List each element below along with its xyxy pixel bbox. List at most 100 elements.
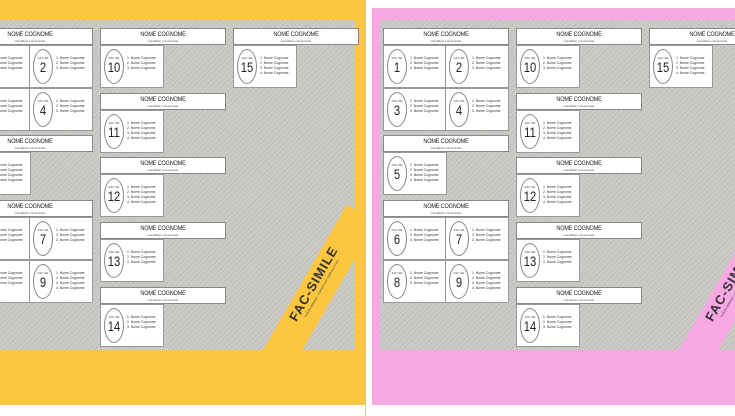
party-box[interactable]: FAC SE 2 1. Nome Cognome 2. Nome Cognome 3. … bbox=[29, 45, 93, 88]
candidate-index: 3. bbox=[410, 66, 414, 70]
party-box[interactable]: FAC SE 9 1. Nome Cognome 2. Nome Cognome 3. … bbox=[29, 260, 93, 303]
candidate-index: 1. bbox=[543, 315, 547, 319]
party-symbol: FAC SE 9 bbox=[33, 264, 53, 299]
candidate-list-name: Nome Cognome bbox=[475, 238, 501, 242]
candidate-list-name: Nome Cognome bbox=[263, 66, 289, 70]
candidate-subtitle: Candidato uninominale bbox=[147, 233, 179, 237]
party-box[interactable]: FAC SE 9 1. Nome Cognome 2. Nome Cognome 3. … bbox=[445, 260, 509, 303]
party-box[interactable]: FAC SE 13 1. Nome Cognome 2. Nome Cognome 3.… bbox=[516, 239, 580, 282]
party-box[interactable]: FAC SE 14 1. Nome Cognome 2. Nome Cognome 3.… bbox=[516, 304, 580, 347]
candidate-list-item: 3. Nome Cognome bbox=[56, 66, 84, 71]
candidate-index: 4. bbox=[260, 71, 264, 75]
candidate-list-item: 1. Nome Cognome bbox=[0, 99, 22, 104]
candidate-list-name: Nome Cognome bbox=[130, 126, 156, 130]
candidate-index: 3. bbox=[127, 195, 131, 199]
candidate-list-item: 1. Nome Cognome bbox=[127, 56, 155, 61]
candidate-index: 4. bbox=[543, 200, 547, 204]
party-box[interactable]: FAC SE 15 1. Nome Cognome 2. Nome Cognome 3.… bbox=[233, 45, 297, 88]
candidate-subtitle: Candidato uninominale bbox=[430, 39, 462, 43]
candidate-index: 1. bbox=[127, 185, 131, 189]
party-box[interactable]: FAC SE 12 1. Nome Cognome 2. Nome Cognome 3.… bbox=[516, 174, 580, 217]
party-symbol-label: FAC SE bbox=[37, 271, 49, 275]
candidate-list-item: 2. Nome Cognome bbox=[410, 104, 438, 109]
candidate-list-item: 3. Nome Cognome bbox=[56, 281, 84, 286]
candidate-subtitle: Candidato uninominale bbox=[563, 104, 595, 108]
candidate-index: 2. bbox=[127, 320, 131, 324]
party-number: 8 bbox=[393, 274, 401, 290]
party-box[interactable]: FAC SE 7 1. Nome Cognome 2. Nome Cognome 3. … bbox=[29, 217, 93, 260]
party-box[interactable]: FAC SE 4 1. Nome Cognome 2. Nome Cognome 3. … bbox=[29, 88, 93, 131]
party-box[interactable]: FAC SE 10 1. Nome Cognome 2. Nome Cognome 3.… bbox=[516, 45, 580, 88]
candidate-list-item: 2. Nome Cognome bbox=[127, 320, 155, 325]
candidate-subtitle: Candidato uninominale bbox=[280, 39, 312, 43]
party-box[interactable]: FAC SE 2 1. Nome Cognome 2. Nome Cognome 3. … bbox=[445, 45, 509, 88]
party-box[interactable]: FAC SE 7 1. Nome Cognome 2. Nome Cognome 3. … bbox=[445, 217, 509, 260]
candidate-list-item: 3. Nome Cognome bbox=[676, 66, 704, 71]
candidate-list-name: Nome Cognome bbox=[546, 320, 572, 324]
candidate-list-item: 3. Nome Cognome bbox=[0, 66, 22, 71]
candidate-header: NOME COGNOME Candidato uninominale bbox=[0, 200, 93, 217]
party-box[interactable]: FAC SE 11 1. Nome Cognome 2. Nome Cognome 3.… bbox=[100, 110, 164, 153]
party-symbol: FAC SE 10 bbox=[104, 49, 124, 84]
party-box[interactable]: FAC SE 10 1. Nome Cognome 2. Nome Cognome 3.… bbox=[100, 45, 164, 88]
party-box[interactable]: FAC SE 13 1. Nome Cognome 2. Nome Cognome 3.… bbox=[100, 239, 164, 282]
candidate-name: NOME COGNOME bbox=[556, 160, 602, 167]
candidate-list-name: Nome Cognome bbox=[475, 109, 501, 113]
party-symbol: FAC SE 12 bbox=[104, 178, 124, 213]
candidate-index: 1. bbox=[127, 56, 131, 60]
candidate-list-item: 1. Nome Cognome bbox=[0, 163, 22, 168]
candidate-index: 3. bbox=[127, 325, 131, 329]
candidate-index: 3. bbox=[56, 109, 60, 113]
party-symbol: FAC SE 14 bbox=[104, 308, 124, 343]
candidate-list-item: 4. Nome Cognome bbox=[127, 136, 155, 141]
facsimile-note: Scheda elettorale - esempio non valido p… bbox=[303, 259, 340, 318]
party-box[interactable]: FAC SE 4 1. Nome Cognome 2. Nome Cognome 3. … bbox=[445, 88, 509, 131]
candidate-header: NOME COGNOME Candidato uninominale bbox=[100, 287, 226, 304]
candidate-list-item: 1. Nome Cognome bbox=[0, 228, 22, 233]
candidate-list-item: 4. Nome Cognome bbox=[0, 178, 22, 183]
candidate-list-item: 3. Nome Cognome bbox=[472, 281, 500, 286]
candidate-list-item: 1. Nome Cognome bbox=[0, 271, 22, 276]
candidate-list-item: 3. Nome Cognome bbox=[543, 195, 571, 200]
candidate-list-name: Nome Cognome bbox=[413, 99, 439, 103]
candidate-list-name: Nome Cognome bbox=[475, 281, 501, 285]
party-box[interactable]: FAC SE 11 1. Nome Cognome 2. Nome Cognome 3.… bbox=[516, 110, 580, 153]
candidate-index: 3. bbox=[543, 66, 547, 70]
candidate-list-name: Nome Cognome bbox=[59, 228, 85, 232]
candidate-list-item: 1. Nome Cognome bbox=[472, 99, 500, 104]
candidate-list-name: Nome Cognome bbox=[413, 178, 439, 182]
candidate-name: NOME COGNOME bbox=[423, 203, 469, 210]
candidate-name: NOME COGNOME bbox=[7, 203, 53, 210]
candidate-name: NOME COGNOME bbox=[140, 96, 186, 103]
party-symbol-label: FAC SE bbox=[108, 250, 120, 254]
candidate-list-name: Nome Cognome bbox=[546, 136, 572, 140]
party-box[interactable]: FAC SE 14 1. Nome Cognome 2. Nome Cognome 3.… bbox=[100, 304, 164, 347]
candidate-list-item: 1. Nome Cognome bbox=[410, 271, 438, 276]
candidate-list-name: Nome Cognome bbox=[546, 250, 572, 254]
candidate-list-name: Nome Cognome bbox=[130, 250, 156, 254]
candidate-index: 4. bbox=[127, 136, 131, 140]
candidate-list-item: 2. Nome Cognome bbox=[0, 168, 22, 173]
candidate-list-name: Nome Cognome bbox=[413, 276, 439, 280]
candidate-index: 2. bbox=[676, 61, 680, 65]
party-box[interactable]: FAC SE 15 1. Nome Cognome 2. Nome Cognome 3.… bbox=[649, 45, 713, 88]
candidate-subtitle: Candidato uninominale bbox=[147, 39, 179, 43]
candidate-list-name: Nome Cognome bbox=[130, 315, 156, 319]
party-box[interactable]: FAC SE 12 1. Nome Cognome 2. Nome Cognome 3.… bbox=[100, 174, 164, 217]
candidate-list-name: Nome Cognome bbox=[679, 61, 705, 65]
candidate-list-name: Nome Cognome bbox=[0, 163, 23, 167]
